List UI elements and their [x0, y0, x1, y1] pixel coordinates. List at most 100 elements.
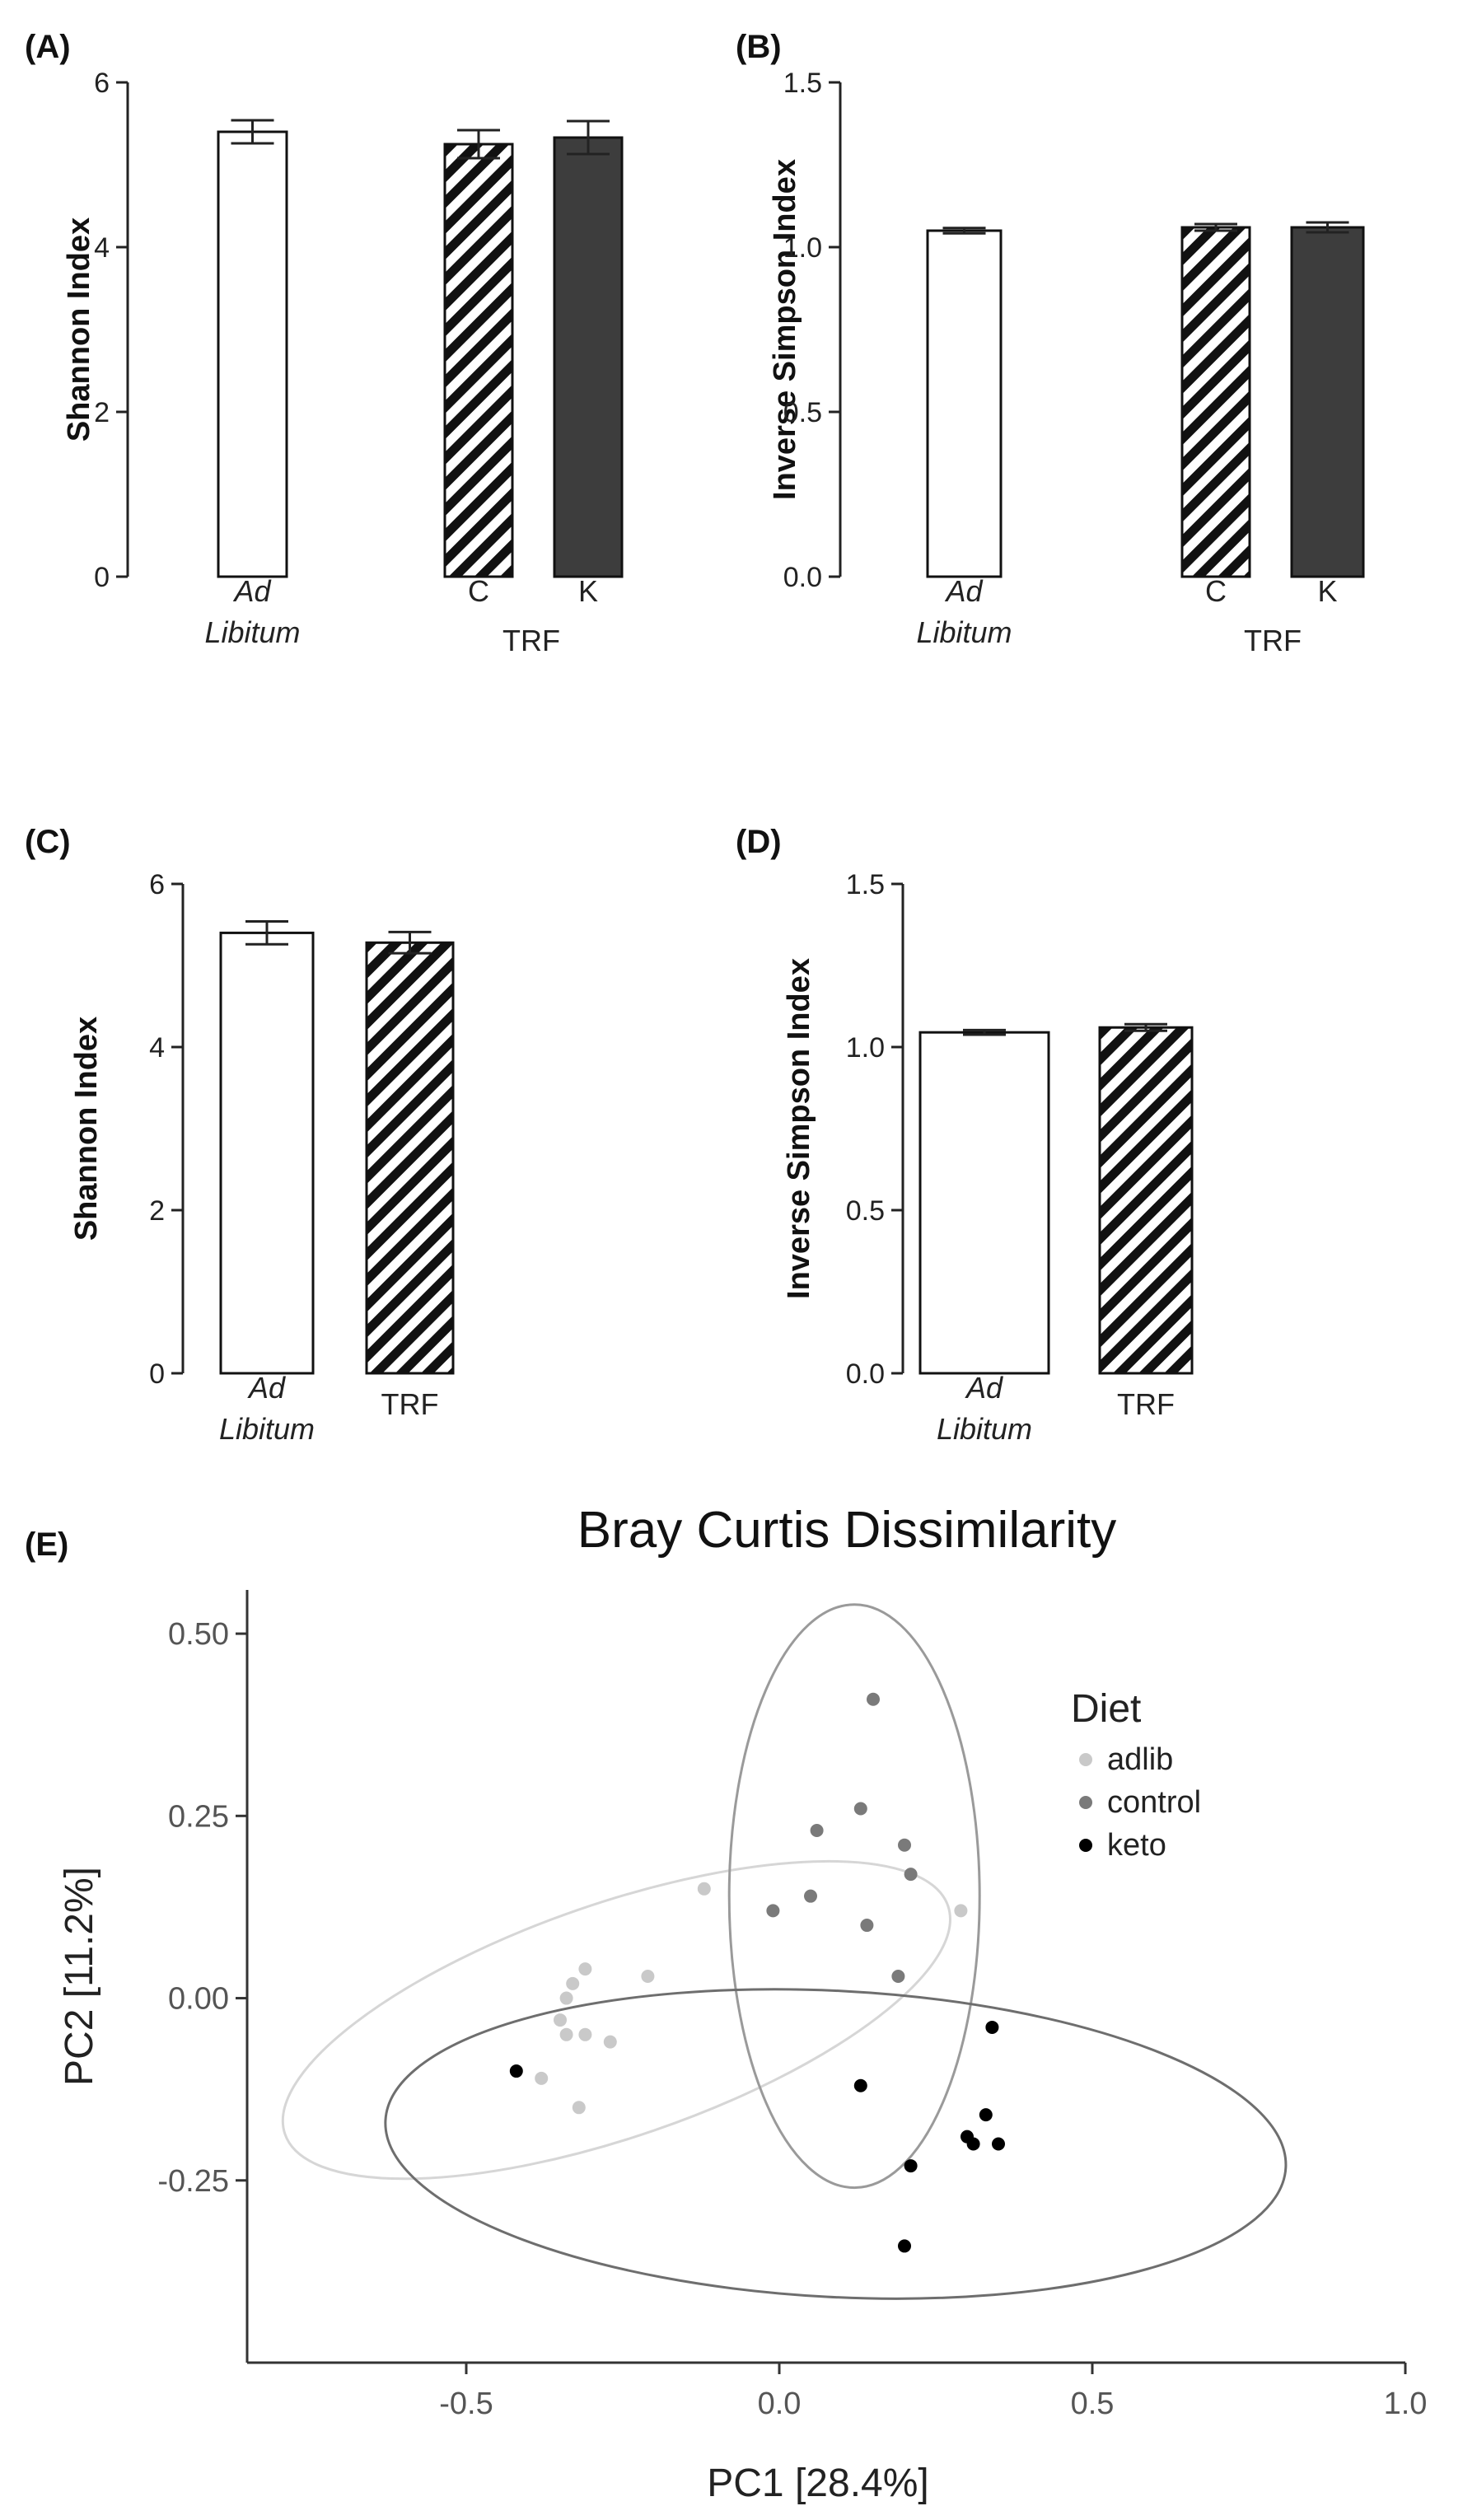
x-tick-label: 0.5 — [1071, 2387, 1115, 2421]
category-label: K — [578, 574, 598, 608]
ellipse-adlib — [281, 1859, 951, 2181]
category-label-line: Ad — [232, 574, 271, 608]
category-label: Ad Libitum — [204, 574, 300, 649]
bar-1 — [918, 1031, 1050, 1375]
ellipse-keto — [384, 1988, 1288, 2300]
category-label: K — [1317, 574, 1337, 608]
bar-2 — [365, 941, 455, 1375]
chart-title: Bray Curtis Dissimilarity — [577, 1502, 1116, 1559]
point-adlib — [578, 2027, 592, 2041]
point-keto — [898, 2239, 911, 2253]
bar-2 — [443, 143, 514, 578]
bar-3 — [1290, 226, 1365, 578]
category-label: Ad Libitum — [937, 1371, 1032, 1446]
group-label: TRF — [1244, 624, 1302, 657]
y-tick-label: 0.25 — [168, 1799, 229, 1834]
y-axis-title: PC2 [11.2%] — [58, 1867, 101, 2086]
bar-1 — [926, 229, 1003, 578]
point-keto — [992, 2137, 1005, 2151]
point-keto — [979, 2108, 993, 2122]
point-adlib — [954, 1904, 968, 1918]
x-tick-label: 0.0 — [758, 2387, 802, 2421]
y-tick-label: -0.25 — [157, 2164, 229, 2199]
bar-2 — [1098, 1026, 1194, 1375]
y-tick-label: 6 — [94, 68, 110, 99]
y-tick-label: 2 — [149, 1195, 165, 1227]
y-axis-title: Inverse Simpson Index — [782, 958, 816, 1299]
panel-e: (E) Bray Curtis Dissimilarity -0.5 0.0 0.5 1.… — [25, 1502, 1427, 2505]
bar-1 — [217, 130, 288, 578]
point-control — [810, 1824, 824, 1838]
y-tick-label: 4 — [149, 1032, 165, 1064]
y-tick-label: 1.0 — [783, 232, 822, 264]
point-adlib — [535, 2071, 549, 2085]
panel-label: (D) — [736, 824, 782, 860]
point-adlib — [559, 1991, 573, 2005]
category-label: TRF — [381, 1387, 439, 1421]
panel-c: (C) Shannon Index 0 2 4 6 Ad Libitum TRF — [25, 824, 455, 1446]
legend-label-adlib: adlib — [1107, 1742, 1173, 1777]
point-keto — [985, 2020, 999, 2034]
x-axis-title: PC1 [28.4%] — [707, 2462, 928, 2505]
point-adlib — [554, 2013, 567, 2027]
panel-d: (D) Inverse Simpson Index 0.0 0.5 1.0 1.5 Ad Li… — [736, 824, 1194, 1446]
x-tick-label: -0.5 — [439, 2387, 493, 2421]
point-control — [898, 1838, 911, 1852]
y-axis-title: Inverse Simpson Index — [768, 159, 802, 500]
y-tick-label: 0.0 — [846, 1358, 885, 1390]
point-adlib — [572, 2101, 586, 2115]
y-tick-label: 0 — [94, 562, 110, 593]
y-tick-label: 0.0 — [783, 562, 822, 593]
y-tick-label: 0 — [149, 1358, 165, 1390]
group-label: TRF — [502, 624, 560, 657]
bar-2 — [1180, 226, 1251, 578]
legend-marker-control — [1079, 1796, 1092, 1809]
y-tick-label: 4 — [94, 232, 110, 264]
bar-3 — [553, 136, 624, 578]
bar-1 — [219, 931, 315, 1375]
point-adlib — [578, 1962, 592, 1976]
point-adlib — [603, 2035, 617, 2049]
panel-label: (E) — [25, 1526, 68, 1563]
y-tick-label: 1.0 — [846, 1032, 885, 1064]
y-tick-label: 0.50 — [168, 1617, 229, 1652]
legend-label-keto: keto — [1107, 1828, 1166, 1863]
point-keto — [966, 2137, 980, 2151]
point-adlib — [641, 1970, 655, 1983]
panel-label: (C) — [25, 824, 71, 860]
category-label-line: Ad — [965, 1371, 1003, 1405]
category-label-line: Libitum — [204, 615, 300, 649]
category-label-line: Libitum — [916, 615, 1012, 649]
point-control — [891, 1970, 905, 1983]
panel-a: (A) Shannon Index 0 2 4 6 Ad Libitum C K TRF — [25, 29, 624, 657]
point-adlib — [566, 1976, 580, 1990]
point-control — [853, 1802, 867, 1816]
category-label: Ad Libitum — [219, 1371, 315, 1446]
panel-b: (B) Inverse Simpson Index 0.0 0.5 1.0 1.5 Ad Li… — [736, 29, 1365, 657]
point-adlib — [697, 1882, 711, 1896]
y-axis-title: Shannon Index — [62, 217, 96, 442]
point-control — [804, 1889, 817, 1903]
point-keto — [509, 2064, 523, 2078]
category-label: Ad Libitum — [916, 574, 1012, 649]
y-tick-label: 1.5 — [783, 68, 822, 99]
point-control — [766, 1904, 780, 1918]
y-tick-label: 6 — [149, 869, 165, 900]
legend-title: Diet — [1071, 1687, 1141, 1731]
y-tick-label: 1.5 — [846, 869, 885, 900]
category-label: C — [468, 574, 489, 608]
point-control — [860, 1919, 874, 1933]
category-label: C — [1205, 574, 1227, 608]
point-control — [867, 1692, 880, 1706]
y-tick-label: 0.5 — [846, 1195, 885, 1227]
y-tick-label: 0.00 — [168, 1982, 229, 2017]
y-tick-label: 0.5 — [783, 397, 822, 428]
point-keto — [904, 2159, 918, 2173]
category-label: TRF — [1117, 1387, 1175, 1421]
panel-label: (A) — [25, 29, 71, 65]
y-axis-title: Shannon Index — [69, 1017, 104, 1241]
category-label-line: Libitum — [219, 1412, 315, 1446]
category-label-line: Ad — [944, 574, 983, 608]
category-label-line: Libitum — [937, 1412, 1032, 1446]
